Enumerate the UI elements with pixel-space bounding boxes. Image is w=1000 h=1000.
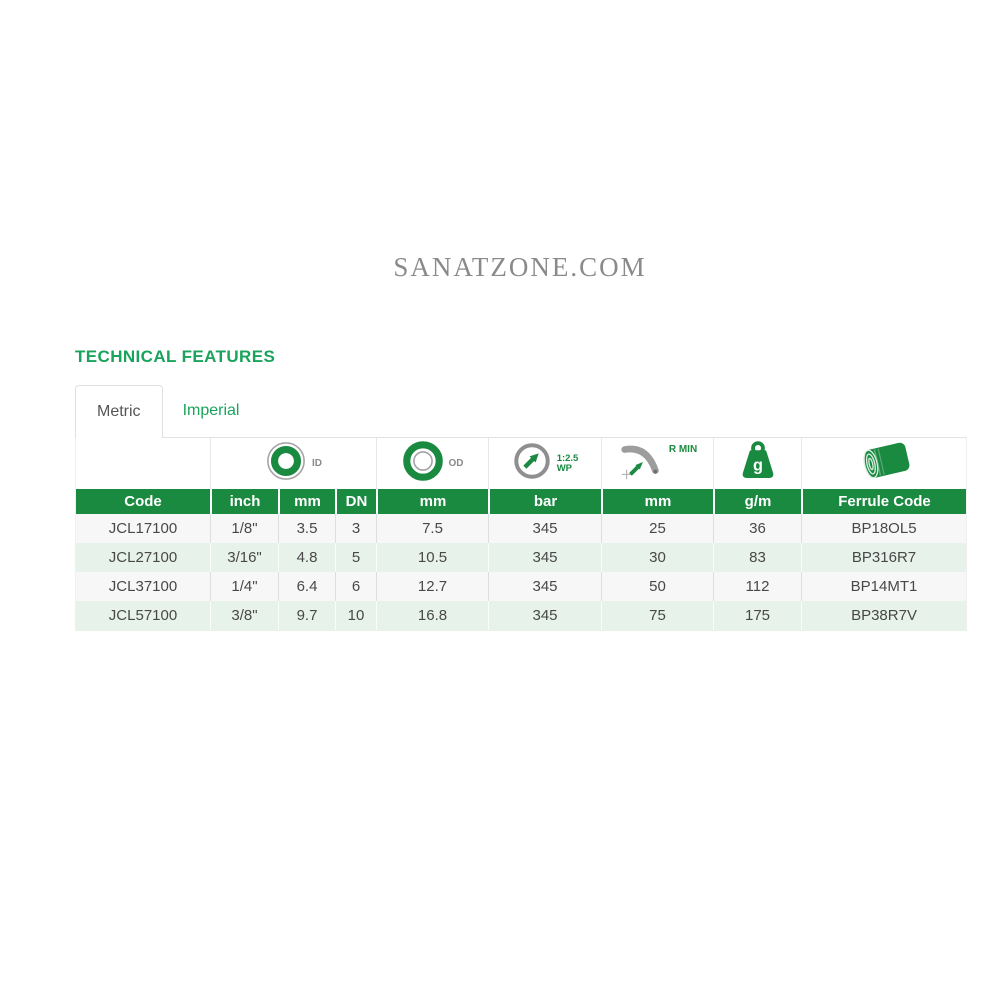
table-row: JCL17100 1/8" 3.5 3 7.5 345 25 36 BP18OL… [76,514,967,543]
rmin-cell: 50 [601,572,714,601]
site-watermark: SANATZONE.COM [393,252,647,282]
code-cell: JCL37100 [76,572,210,601]
header-inch: inch [210,489,278,514]
bar-cell: 345 [488,543,602,572]
header-gm: g/m [713,489,802,514]
header-rmin-mm: mm [601,489,714,514]
table-row: JCL27100 3/16" 4.8 5 10.5 345 30 83 BP31… [76,543,967,572]
gm-cell: 83 [713,543,802,572]
header-code: Code [76,489,210,514]
outer-diameter-icon [402,440,444,487]
inch-cell: 1/8" [210,514,278,543]
dn-cell: 3 [335,514,377,543]
id-mm-cell: 3.5 [278,514,335,543]
technical-features-table: ID OD [75,437,968,631]
code-cell: JCL27100 [76,543,210,572]
inch-cell: 3/16" [210,543,278,572]
rmin-cell: 75 [601,601,714,630]
id-mm-cell: 4.8 [278,543,335,572]
ferrule-cell: BP14MT1 [801,572,967,601]
rmin-cell: 25 [601,514,714,543]
section-title: TECHNICAL FEATURES [75,347,276,366]
ferrule-cell: BP18OL5 [801,514,967,543]
wp-label: 1:2.5 WP [556,452,579,474]
id-mm-cell: 9.7 [278,601,335,630]
od-label: OD [448,458,464,469]
inch-cell: 3/8" [210,601,278,630]
id-mm-cell: 6.4 [278,572,335,601]
tab-metric[interactable]: Metric [75,385,163,438]
weight-icon: g [736,439,780,488]
icon-cell-rmin: R MIN [601,438,714,489]
inner-diameter-icon [265,440,307,487]
svg-text:g: g [753,457,763,475]
gm-cell: 175 [713,601,802,630]
od-mm-cell: 10.5 [376,543,489,572]
ferrule-cell: BP38R7V [801,601,967,630]
icon-cell-od: OD [376,438,489,489]
header-bar: bar [488,489,602,514]
unit-tabs: Metric Imperial [75,385,259,438]
bar-cell: 345 [488,601,602,630]
gm-cell: 112 [713,572,802,601]
header-ferrule-code: Ferrule Code [801,489,967,514]
working-pressure-icon [512,441,552,486]
icon-cell-weight: g [713,438,802,489]
icon-cell-id: ID [210,438,377,489]
ferrule-cell: BP316R7 [801,543,967,572]
table-row: JCL57100 3/8" 9.7 10 16.8 345 75 175 BP3… [76,601,967,630]
icon-row: ID OD [76,438,967,489]
header-id-mm: mm [278,489,335,514]
rmin-cell: 30 [601,543,714,572]
dn-cell: 10 [335,601,377,630]
code-cell: JCL57100 [76,601,210,630]
bar-cell: 345 [488,514,602,543]
od-mm-cell: 12.7 [376,572,489,601]
dn-cell: 5 [335,543,377,572]
inch-cell: 1/4" [210,572,278,601]
od-mm-cell: 7.5 [376,514,489,543]
tab-imperial[interactable]: Imperial [182,402,240,419]
gm-cell: 36 [713,514,802,543]
icon-cell-ferrule [801,438,967,489]
table-header-row: Code inch mm DN mm bar mm g/m Ferrule Co… [76,489,967,514]
rmin-label: R MIN [668,444,698,455]
id-label: ID [312,458,322,469]
bar-cell: 345 [488,572,602,601]
code-cell: JCL17100 [76,514,210,543]
table-row: JCL37100 1/4" 6.4 6 12.7 345 50 112 BP14… [76,572,967,601]
header-od-mm: mm [376,489,489,514]
od-mm-cell: 16.8 [376,601,489,630]
header-dn: DN [335,489,377,514]
icon-cell-wp: 1:2.5 WP [488,438,602,489]
icon-cell-empty [76,438,210,489]
dn-cell: 6 [335,572,377,601]
ferrule-icon [854,438,914,489]
bend-radius-icon [618,440,664,487]
